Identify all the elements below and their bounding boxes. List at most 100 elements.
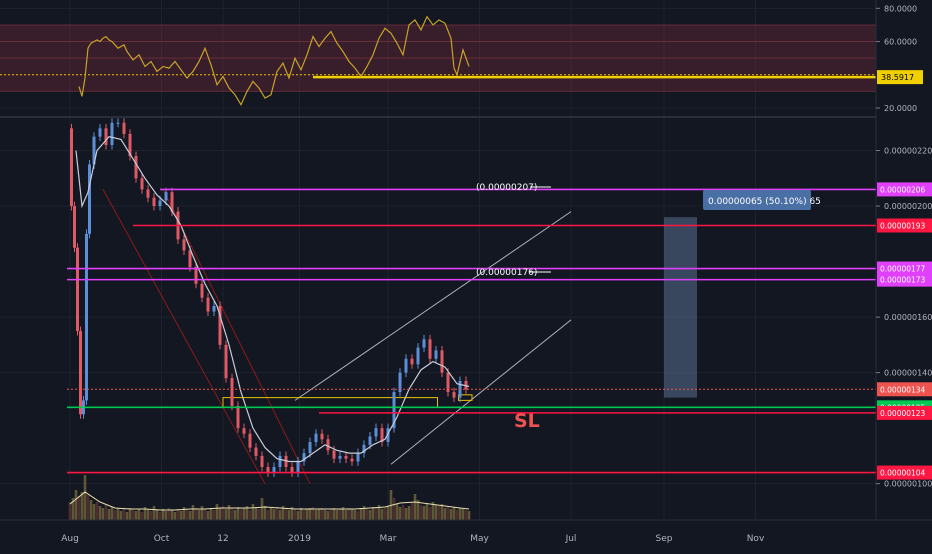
volume-bar <box>203 509 207 520</box>
candle-body <box>344 455 348 459</box>
volume-bar <box>329 509 333 520</box>
level-badge-label: 0.00000177 <box>880 265 926 274</box>
candle-body <box>98 128 102 137</box>
downtrend-line-right[interactable] <box>162 189 311 484</box>
time-scale[interactable]: Aug Oct 12 2019 Mar May Jul Sep Nov <box>61 534 765 544</box>
candle-body <box>248 433 252 448</box>
candle-body <box>314 433 318 443</box>
channel-lower-line[interactable] <box>390 319 572 465</box>
candle-body <box>404 358 408 373</box>
volume-bar <box>446 506 450 520</box>
volume-bar <box>200 506 204 520</box>
volume-bar <box>185 510 189 520</box>
annotation-level-207: (0.00000207) <box>476 183 537 193</box>
volume-bar <box>407 506 411 520</box>
volume-bar <box>293 509 297 520</box>
volume-bar <box>317 509 321 520</box>
candle-body <box>410 358 414 365</box>
horizontal-levels[interactable] <box>67 188 876 474</box>
volume-bar <box>89 500 93 520</box>
rsi-current-value: 38.5917 <box>881 73 914 82</box>
volume-bar <box>344 510 348 520</box>
time-tick-label: 2019 <box>288 534 311 544</box>
candle-body <box>200 283 204 298</box>
candle-body <box>128 133 132 157</box>
level-badge <box>877 382 932 397</box>
time-tick-label: Aug <box>61 534 79 544</box>
candle-body <box>70 128 73 207</box>
candle-body <box>73 206 76 248</box>
level-badge-label: 0.00000123 <box>880 409 926 418</box>
candle-body <box>152 197 156 207</box>
volume-bar <box>272 509 276 520</box>
volume-bar <box>191 505 195 520</box>
volume-bar <box>374 508 378 520</box>
channel-upper-line[interactable] <box>294 211 572 401</box>
volume-bar <box>146 510 150 520</box>
candle-body <box>122 122 126 134</box>
time-tick-label: Nov <box>747 534 765 544</box>
price-scale[interactable]: 80.0000 60.0000 20.0000 0.00000220 0.0000020… <box>876 4 932 489</box>
candle-body <box>110 122 114 145</box>
projection-range-box[interactable] <box>664 217 697 398</box>
price-tick-label: 0.00000140 <box>884 369 932 378</box>
price-tick-label: 0.00000160 <box>884 313 932 322</box>
candle-body <box>140 178 144 190</box>
volume-bar <box>104 505 108 520</box>
volume-bar <box>221 506 225 520</box>
volume-bar <box>467 511 471 520</box>
volume-bar <box>290 507 294 520</box>
volume-bar <box>281 506 285 520</box>
volume-bar <box>257 509 261 520</box>
volume-bar <box>167 508 171 520</box>
volume-bar <box>458 508 462 520</box>
volume-bar <box>308 508 312 520</box>
volume-bar <box>422 506 426 520</box>
volume-bar <box>335 510 339 520</box>
volume-bar <box>161 509 165 520</box>
volume-bar <box>284 508 288 520</box>
volume-bar <box>143 507 147 520</box>
time-tick-label: Mar <box>380 534 397 544</box>
candle-body <box>278 455 282 468</box>
candle-body <box>218 306 222 345</box>
volume-bar <box>305 509 309 520</box>
volume-bar <box>452 507 456 520</box>
volume-bar <box>461 509 465 520</box>
candle-body <box>464 380 468 390</box>
candle-body <box>170 192 174 212</box>
volume-bar <box>230 508 234 520</box>
candle-body <box>326 439 330 451</box>
candle-body <box>194 267 198 284</box>
candle-body <box>284 455 288 468</box>
rsi-current-badge <box>877 70 923 85</box>
rsi-panel[interactable] <box>0 15 876 106</box>
volume-bar <box>287 510 291 520</box>
volume-bar <box>332 508 336 520</box>
candle-body <box>88 164 91 234</box>
candle-body <box>266 467 270 473</box>
volume-bar <box>98 506 102 520</box>
level-badge <box>877 405 932 420</box>
candle-body <box>230 378 234 406</box>
annotation-level-176: (0.00000176) <box>476 268 537 278</box>
volume-bar <box>404 508 408 520</box>
drawing-overlays[interactable] <box>102 189 697 484</box>
volume-bar <box>311 507 315 520</box>
volume-bar <box>350 509 354 520</box>
downtrend-line-left[interactable] <box>102 189 266 484</box>
candle-body <box>368 436 372 445</box>
volume-bar <box>125 512 129 520</box>
volume-bar <box>410 502 414 520</box>
volume-bar <box>212 510 216 520</box>
level-badge-label: 0.00000104 <box>880 469 926 478</box>
volume-bar <box>155 510 159 520</box>
candle-body <box>85 233 88 401</box>
volume-bar <box>431 502 435 520</box>
volume-bar <box>278 510 282 520</box>
stop-loss-label: SL <box>514 410 540 432</box>
volume-bar <box>302 510 306 520</box>
volume-bar <box>215 504 219 520</box>
